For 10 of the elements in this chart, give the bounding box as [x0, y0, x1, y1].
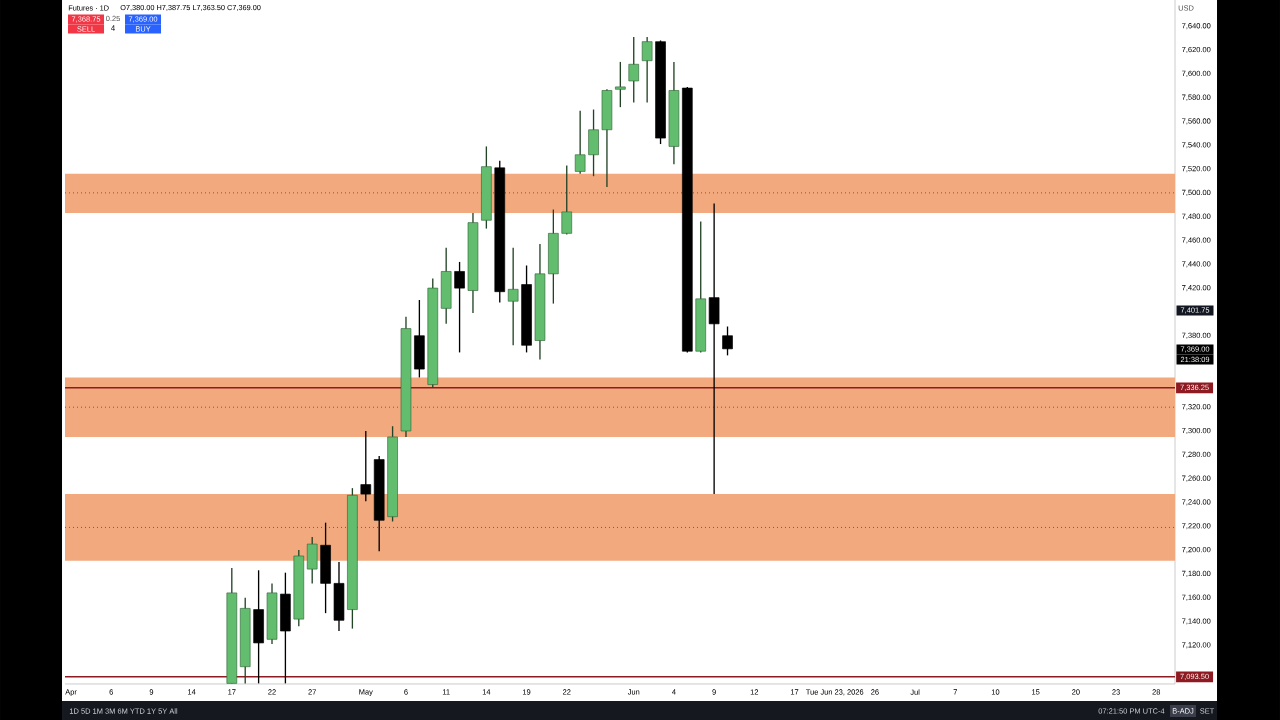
- candlestick: [561, 164, 573, 236]
- candlestick: [574, 110, 586, 175]
- candlestick: [628, 36, 640, 104]
- candlestick: [507, 246, 519, 346]
- candlestick: [708, 202, 720, 495]
- candlestick: [722, 325, 733, 357]
- candlestick: [360, 430, 372, 502]
- candlestick: [641, 36, 653, 104]
- candlestick: [454, 261, 465, 354]
- candlestick: [615, 61, 626, 108]
